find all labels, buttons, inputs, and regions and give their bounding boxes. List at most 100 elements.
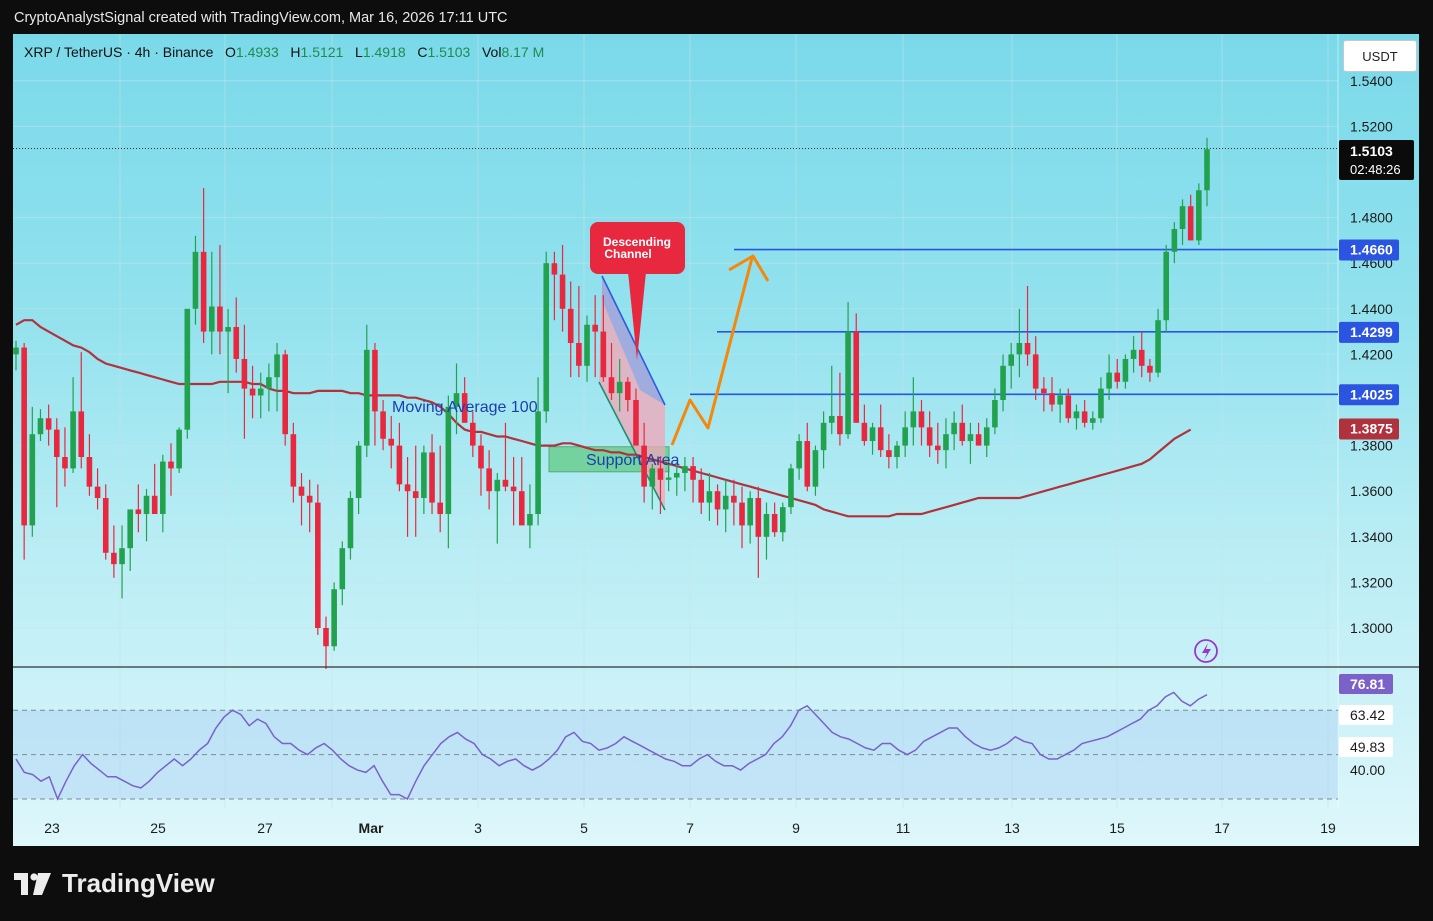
price-tick-label: 1.5400	[1350, 73, 1393, 89]
symbol-info: XRP / TetherUS · 4h · Binance O1.4933 H1…	[24, 44, 544, 60]
candle-body	[62, 457, 68, 469]
channel-lower-line	[598, 381, 666, 511]
candle-body	[755, 498, 762, 537]
candle-body	[445, 406, 452, 514]
candle-body	[943, 434, 949, 451]
high-label: H	[290, 44, 301, 60]
candle-body	[363, 349, 370, 446]
time-axis-label: 25	[150, 820, 166, 836]
support-area-label: Support Area	[586, 452, 680, 469]
candle-body	[877, 427, 884, 451]
volume-value: 8.17 M	[501, 44, 545, 60]
candle-body	[160, 461, 166, 514]
candle-body	[763, 514, 770, 537]
candle-body	[665, 477, 672, 480]
candle-body	[380, 411, 386, 439]
candle-body	[918, 411, 925, 428]
open-value: 1.4933	[235, 44, 279, 60]
candle-body	[1138, 349, 1145, 366]
candle-body	[1008, 354, 1015, 366]
candle-body	[869, 427, 876, 442]
candle-body	[902, 427, 908, 446]
candle-body	[576, 343, 582, 366]
candle-body	[747, 498, 753, 526]
last-price-label: 1.5103	[1350, 143, 1393, 159]
candle-body	[1114, 372, 1121, 382]
tradingview-mark-icon	[14, 872, 52, 895]
candle-body	[1041, 388, 1047, 394]
replay-lightning-icon	[1194, 639, 1218, 663]
time-axis-label: 11	[896, 820, 911, 836]
rsi-current-label: 76.81	[1350, 676, 1385, 692]
candle-body	[616, 381, 623, 394]
moving-average-100-line	[15, 319, 1192, 518]
callout-text-line: Channel	[604, 247, 651, 261]
last-price-badge	[1339, 140, 1414, 180]
candle-body	[796, 441, 802, 469]
candle-body	[845, 331, 851, 435]
candle-body	[690, 466, 696, 480]
candle-body	[983, 427, 990, 446]
candle-body	[592, 324, 598, 332]
candle-body	[551, 263, 558, 275]
candle-body	[119, 548, 125, 565]
candle-body	[1130, 349, 1137, 359]
candle-body	[168, 461, 174, 469]
candle-body	[649, 468, 656, 487]
candle-body	[13, 347, 19, 355]
rsi-ma-label: 63.42	[1350, 707, 1385, 723]
price-tick-label: 1.4200	[1350, 346, 1393, 362]
symbol-title[interactable]: XRP / TetherUS · 4h · Binance	[24, 44, 214, 60]
time-axis-label: 13	[1004, 820, 1020, 836]
candle-body	[1049, 393, 1055, 405]
candle-body	[225, 327, 231, 332]
level-price-label: 1.4025	[1350, 386, 1393, 402]
candle-body	[975, 434, 982, 446]
candle-body	[1024, 343, 1031, 355]
candle-body	[274, 354, 280, 378]
candle-body	[959, 422, 966, 442]
candle-body	[935, 445, 941, 451]
candle-body	[45, 418, 52, 430]
rsi-tick-label: 40.00	[1350, 762, 1385, 778]
lightning-bolt-glyph	[1202, 643, 1211, 660]
candle-body	[184, 308, 191, 430]
candle-body	[633, 400, 639, 446]
price-tick-label: 1.4800	[1350, 210, 1393, 226]
bar-countdown-label: 02:48:26	[1350, 162, 1401, 177]
candle-body	[1081, 411, 1088, 423]
candle-body	[478, 445, 484, 469]
price-tick-label: 1.3000	[1350, 620, 1393, 636]
candle-body	[518, 491, 525, 526]
candle-body	[233, 327, 240, 359]
candle-body	[249, 388, 256, 396]
candle-body	[535, 411, 541, 514]
candle-body	[625, 381, 631, 400]
rsi-line	[15, 691, 1208, 801]
candle-body	[192, 251, 199, 309]
candle-body	[1187, 206, 1194, 241]
tradingview-logo[interactable]: TradingView	[14, 868, 215, 899]
candle-body	[437, 502, 443, 514]
candle-body	[143, 495, 150, 514]
currency-selector[interactable]: USDT	[1343, 40, 1417, 72]
candle-body	[78, 411, 85, 457]
candle-body	[37, 418, 44, 435]
candle-body	[698, 479, 705, 503]
candle-body	[608, 377, 615, 394]
callout-text-line: Descending	[603, 235, 671, 249]
price-tick-label: 1.3600	[1350, 483, 1393, 499]
candle-body	[1171, 229, 1178, 252]
candle-body	[1032, 354, 1039, 389]
candle-body	[780, 507, 786, 533]
candle-body	[1147, 365, 1153, 373]
rsi-ma-badge	[1339, 705, 1393, 725]
forecast-arrowhead	[728, 254, 770, 282]
candle-body	[102, 498, 109, 553]
candle-body	[600, 331, 607, 378]
candle-body	[967, 434, 974, 442]
candle-body	[804, 441, 811, 487]
candle-body	[837, 415, 843, 435]
time-axis-label: 9	[792, 820, 800, 836]
